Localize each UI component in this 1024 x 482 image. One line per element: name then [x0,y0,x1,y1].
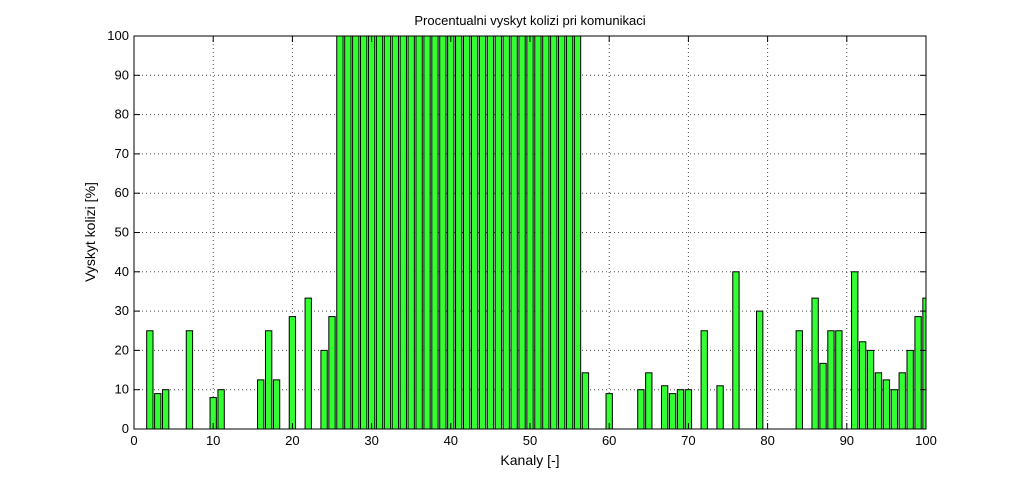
bar-channel-69 [676,389,685,430]
bar-channel-42 [462,35,471,430]
bar-channel-96 [890,389,898,430]
x-tick-label: 60 [602,433,616,448]
bar-channel-38 [431,35,439,430]
bar-channel-98 [906,349,914,430]
bar-channel-18 [272,379,281,430]
x-tick-label: 80 [760,433,774,448]
y-tick-label: 20 [115,342,129,357]
bar-channel-91 [851,271,859,430]
x-tick-label: 10 [206,433,220,448]
bar-channel-50 [526,35,534,430]
x-tick-label: 50 [523,433,537,448]
bar-channel-2 [146,330,154,430]
bar-channel-87 [819,362,827,430]
bar-channel-46 [494,35,502,430]
bar-channel-45 [486,35,495,430]
bar-channel-49 [518,35,526,430]
bar-channel-44 [478,35,487,430]
y-tick-label: 50 [115,225,129,240]
axis-ticks: 0 10 20 30 40 50 60 70 80 90 100 0 10 20 30 40 50 60 70 80 9… [107,28,937,448]
x-tick-label: 20 [285,433,299,448]
y-tick-label: 10 [115,382,129,397]
bar-channel-93 [866,349,875,430]
bar-channel-48 [510,35,518,430]
y-tick-label: 0 [122,421,129,436]
bar-channel-89 [835,330,843,430]
bar-channel-39 [439,35,447,430]
bar-channel-16 [257,379,265,430]
bar-channel-54 [558,35,566,430]
x-tick-label: 90 [840,433,854,448]
bar-channel-11 [217,389,225,430]
y-tick-label: 40 [115,264,129,279]
bar-channel-29 [360,35,368,430]
bar-channel-17 [264,330,273,430]
bar-channel-4 [162,389,170,430]
bar-channel-31 [375,35,384,430]
bar-channel-24 [320,349,328,430]
x-axis-label: Kanaly [-] [500,452,559,468]
bar-channel-56 [573,35,582,430]
bar-channel-88 [827,330,835,430]
bar-channel-40 [447,35,455,430]
y-axis-label: Vyskyt kolizi [%] [82,182,98,282]
bar-channel-35 [407,35,415,430]
bar-channel-43 [470,35,479,430]
y-tick-label: 100 [107,28,129,43]
bar-channel-22 [304,297,312,430]
bar-channel-37 [423,35,431,430]
bar-channel-41 [455,35,463,430]
bar-channel-32 [383,35,392,430]
bar-channel-20 [288,316,297,430]
bar-channel-97 [898,372,906,430]
chart-title: Procentualni vyskyt kolizi pri komunikac… [414,13,645,28]
bar-channel-52 [542,35,550,430]
bar-channel-95 [882,379,891,430]
bar-channel-67 [660,385,669,430]
x-tick-label: 70 [681,433,695,448]
bar-channel-30 [367,35,376,430]
bar-channel-65 [645,372,653,430]
bar-channel-76 [732,271,740,430]
bar-channel-26 [336,35,344,430]
bar-channel-79 [756,310,764,430]
x-tick-label: 30 [364,433,378,448]
y-tick-label: 90 [115,67,129,82]
bar-channel-92 [858,341,867,430]
bar-channel-25 [328,316,336,430]
bar-channel-7 [185,330,194,430]
bar-channel-86 [811,297,819,430]
bar-channel-64 [637,389,645,430]
bar-channel-68 [668,393,677,430]
bar-channel-57 [581,372,590,430]
y-tick-label: 60 [115,185,129,200]
bar-channel-99 [914,316,922,430]
bar-channel-27 [344,35,352,430]
y-tick-label: 30 [115,303,129,318]
bar-channel-36 [415,35,423,430]
x-tick-label: 40 [444,433,458,448]
bar-channel-74 [716,385,724,430]
bar-channel-72 [700,330,708,430]
bar-channel-3 [154,393,162,430]
y-tick-label: 80 [115,107,129,122]
bar-channel-47 [502,35,510,430]
x-tick-label: 100 [915,433,937,448]
bar-channel-94 [874,372,883,430]
bar-channel-51 [534,35,542,430]
bar-channel-33 [391,35,400,430]
x-tick-label: 0 [130,433,137,448]
bar-channel-34 [399,35,407,430]
y-tick-label: 70 [115,146,129,161]
bar-channel-53 [550,35,558,430]
bar-channel-84 [795,330,803,430]
bar-channel-28 [352,35,360,430]
bar-channel-55 [565,35,574,430]
